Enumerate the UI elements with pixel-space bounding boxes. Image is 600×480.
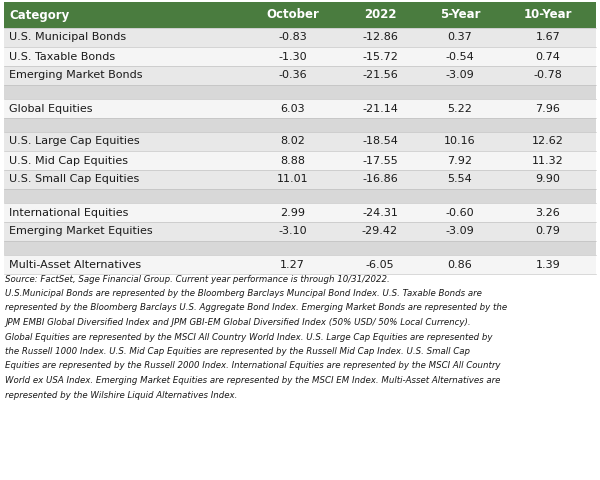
Bar: [4, 222, 596, 241]
Text: U.S. Taxable Bonds: U.S. Taxable Bonds: [9, 51, 115, 61]
Text: 9.90: 9.90: [536, 175, 560, 184]
Text: 12.62: 12.62: [532, 136, 564, 146]
Bar: [4, 132, 596, 151]
Text: Equities are represented by the Russell 2000 Index. International Equities are r: Equities are represented by the Russell …: [5, 361, 500, 371]
Text: U.S. Mid Cap Equities: U.S. Mid Cap Equities: [9, 156, 128, 166]
Text: 5.22: 5.22: [448, 104, 472, 113]
Text: 1.39: 1.39: [536, 260, 560, 269]
Text: U.S.Municipal Bonds are represented by the Bloomberg Barclays Muncipal Bond Inde: U.S.Municipal Bonds are represented by t…: [5, 289, 482, 298]
Text: 0.79: 0.79: [536, 227, 560, 237]
Text: 1.67: 1.67: [536, 33, 560, 43]
Text: -21.14: -21.14: [362, 104, 398, 113]
Bar: [4, 2, 596, 28]
Text: -0.60: -0.60: [446, 207, 475, 217]
Bar: [4, 255, 596, 274]
Text: Multi-Asset Alternatives: Multi-Asset Alternatives: [9, 260, 141, 269]
Text: -6.05: -6.05: [365, 260, 394, 269]
Text: -3.09: -3.09: [446, 71, 475, 81]
Text: U.S. Large Cap Equities: U.S. Large Cap Equities: [9, 136, 140, 146]
Bar: [4, 99, 596, 118]
Bar: [4, 151, 596, 170]
Text: 8.02: 8.02: [280, 136, 305, 146]
Text: 6.03: 6.03: [280, 104, 305, 113]
Text: 11.32: 11.32: [532, 156, 564, 166]
Text: 3.26: 3.26: [536, 207, 560, 217]
Text: -0.83: -0.83: [278, 33, 307, 43]
Text: Global Equities are represented by the MSCI All Country World Index. U.S. Large : Global Equities are represented by the M…: [5, 333, 493, 341]
Text: -15.72: -15.72: [362, 51, 398, 61]
Bar: [4, 203, 596, 222]
Text: represented by the Bloomberg Barclays U.S. Aggregate Bond Index. Emerging Market: represented by the Bloomberg Barclays U.…: [5, 303, 507, 312]
Text: -24.31: -24.31: [362, 207, 398, 217]
Text: -3.10: -3.10: [278, 227, 307, 237]
Text: Global Equities: Global Equities: [9, 104, 92, 113]
Bar: [4, 28, 596, 47]
Text: 10.16: 10.16: [444, 136, 476, 146]
Text: the Russell 1000 Index. U.S. Mid Cap Equities are represented by the Russell Mid: the Russell 1000 Index. U.S. Mid Cap Equ…: [5, 347, 470, 356]
Text: 2.99: 2.99: [280, 207, 305, 217]
Text: World ex USA Index. Emerging Market Equities are represented by the MSCI EM Inde: World ex USA Index. Emerging Market Equi…: [5, 376, 500, 385]
Bar: [4, 170, 596, 189]
Text: -16.86: -16.86: [362, 175, 398, 184]
Text: -3.09: -3.09: [446, 227, 475, 237]
Text: 11.01: 11.01: [277, 175, 308, 184]
Text: Source: FactSet, Sage Financial Group. Current year performance is through 10/31: Source: FactSet, Sage Financial Group. C…: [5, 275, 390, 284]
Text: U.S. Municipal Bonds: U.S. Municipal Bonds: [9, 33, 126, 43]
Text: -21.56: -21.56: [362, 71, 398, 81]
Text: -0.36: -0.36: [278, 71, 307, 81]
Text: Emerging Market Equities: Emerging Market Equities: [9, 227, 152, 237]
Text: 2022: 2022: [364, 9, 396, 22]
Text: October: October: [266, 9, 319, 22]
Text: -0.54: -0.54: [446, 51, 475, 61]
Text: -29.42: -29.42: [362, 227, 398, 237]
Bar: [4, 85, 596, 99]
Text: 10-Year: 10-Year: [524, 9, 572, 22]
Text: 0.37: 0.37: [448, 33, 472, 43]
Bar: [4, 66, 596, 85]
Text: International Equities: International Equities: [9, 207, 128, 217]
Text: 7.92: 7.92: [448, 156, 473, 166]
Text: 5-Year: 5-Year: [440, 9, 480, 22]
Text: -12.86: -12.86: [362, 33, 398, 43]
Text: 0.86: 0.86: [448, 260, 472, 269]
Text: Category: Category: [9, 9, 69, 22]
Text: U.S. Small Cap Equities: U.S. Small Cap Equities: [9, 175, 139, 184]
Text: 8.88: 8.88: [280, 156, 305, 166]
Text: JPM EMBI Global Diversified Index and JPM GBI-EM Global Diversified Index (50% U: JPM EMBI Global Diversified Index and JP…: [5, 318, 470, 327]
Bar: [4, 189, 596, 203]
Bar: [4, 47, 596, 66]
Text: -18.54: -18.54: [362, 136, 398, 146]
Text: -1.30: -1.30: [278, 51, 307, 61]
Text: represented by the Wilshire Liquid Alternatives Index.: represented by the Wilshire Liquid Alter…: [5, 391, 238, 399]
Text: 5.54: 5.54: [448, 175, 472, 184]
Text: -0.78: -0.78: [533, 71, 562, 81]
Bar: [4, 118, 596, 132]
Text: 0.74: 0.74: [536, 51, 560, 61]
Text: Emerging Market Bonds: Emerging Market Bonds: [9, 71, 143, 81]
Text: 1.27: 1.27: [280, 260, 305, 269]
Bar: [4, 241, 596, 255]
Text: 7.96: 7.96: [536, 104, 560, 113]
Text: -17.55: -17.55: [362, 156, 398, 166]
